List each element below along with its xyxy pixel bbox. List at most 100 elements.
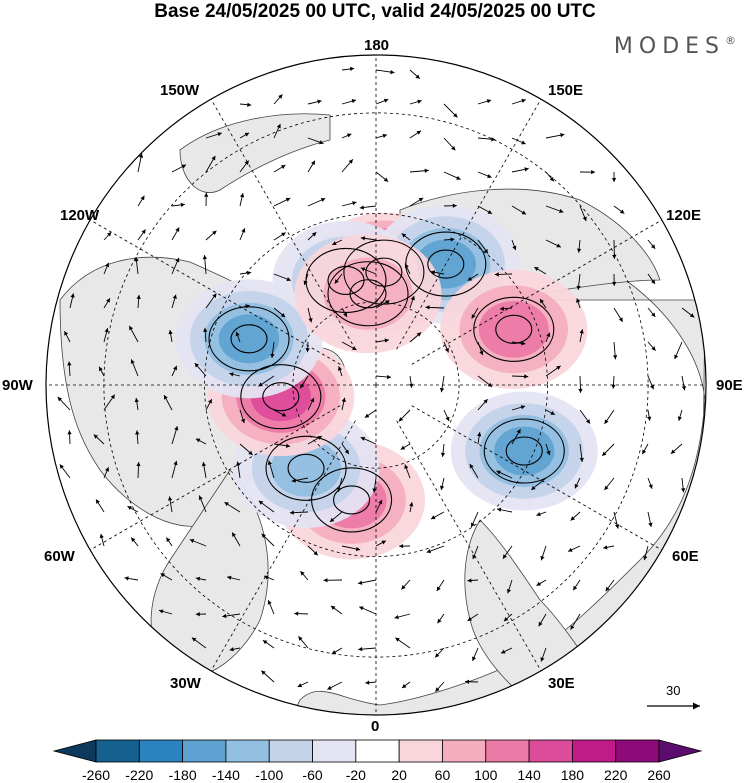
wind-arrow — [681, 307, 695, 318]
wind-arrow — [503, 613, 513, 622]
colorbar-tick-label: -60 — [302, 767, 323, 783]
lon-label-30w: 30W — [170, 675, 201, 692]
anomaly-band — [218, 314, 280, 364]
wind-arrow — [239, 443, 254, 456]
wind-arrow — [127, 505, 139, 513]
map-title: Base 24/05/2025 00 UTC, valid 24/05/2025… — [154, 1, 596, 22]
wind-arrow — [603, 545, 615, 550]
wind-arrow — [235, 331, 241, 343]
wind-arrow — [496, 507, 513, 513]
wind-arrow — [103, 327, 109, 343]
colorbar-tick-label: 260 — [647, 767, 671, 783]
wind-arrow — [477, 398, 488, 411]
wind-arrow — [612, 341, 618, 360]
wind-arrow — [375, 171, 389, 183]
wind-arrow — [511, 137, 526, 145]
wind-arrow — [331, 239, 343, 246]
wind-arrow — [137, 229, 146, 241]
wind-arrow — [205, 132, 223, 139]
wind-arrow — [222, 613, 241, 619]
colorbar — [52, 739, 703, 763]
wind-arrow — [341, 66, 355, 72]
wind-arrow — [435, 681, 445, 692]
wind-arrow — [298, 636, 309, 649]
wind-arrow — [205, 398, 213, 411]
contour-line — [208, 306, 290, 372]
wind-arrow — [124, 576, 139, 581]
wind-arrow — [567, 545, 581, 552]
meridian-line — [411, 405, 662, 551]
wind-arrow — [134, 397, 139, 411]
wind-arrow — [375, 338, 389, 343]
lon-label-90w: 90W — [2, 377, 33, 394]
wind-arrow — [171, 164, 187, 173]
wind-arrow — [540, 545, 547, 561]
meridian-line — [411, 219, 662, 365]
contour-line — [240, 364, 322, 430]
contour-layer — [208, 231, 565, 533]
wind-arrow — [171, 425, 179, 445]
colorbar-swatch — [225, 739, 270, 763]
wind-arrow — [189, 538, 207, 547]
wind-arrow — [195, 438, 207, 445]
contour-line — [265, 435, 347, 501]
wind-arrow — [477, 205, 493, 215]
wind-arrow — [470, 511, 479, 528]
wind-arrow — [103, 231, 112, 241]
wind-arrow — [409, 197, 424, 207]
contour-line — [262, 382, 300, 412]
wind-arrow — [579, 329, 584, 343]
wind-arrow — [239, 102, 252, 107]
wind-arrow — [545, 409, 556, 416]
wind-arrow — [579, 205, 587, 222]
wind-arrow — [545, 239, 562, 248]
meridian-line — [396, 99, 542, 350]
wind-arrow — [358, 606, 377, 615]
colorbar-tick-label: 60 — [434, 767, 451, 783]
wind-arrow — [229, 647, 241, 652]
wind-arrow — [137, 153, 144, 173]
wind-arrow — [341, 133, 352, 139]
wind-arrow — [576, 298, 581, 309]
wind-arrow — [291, 477, 309, 483]
colorbar-extend-high — [658, 739, 703, 763]
contour-line — [427, 249, 465, 279]
wind-arrow — [205, 155, 216, 173]
lon-label-150w: 150W — [160, 82, 200, 99]
wind-arrow — [195, 576, 207, 581]
wind-arrow — [67, 361, 72, 377]
wind-arrow — [579, 169, 596, 175]
wind-arrow — [307, 307, 313, 323]
lon-label-60w: 60W — [44, 548, 75, 565]
wind-arrow — [64, 330, 71, 343]
wind-arrow — [545, 365, 561, 377]
colorbar-swatch — [138, 739, 184, 763]
lon-label-120e: 120E — [666, 207, 702, 224]
wind-arrow — [303, 273, 309, 286]
wind-arrow — [307, 397, 315, 411]
wind-arrow — [404, 464, 411, 479]
wind-arrow — [307, 231, 317, 241]
wind-arrow — [467, 273, 479, 282]
wind-arrow — [437, 613, 445, 624]
wind-arrow — [578, 375, 583, 393]
wind-arrow — [103, 467, 110, 479]
wind-arrow — [443, 137, 456, 151]
wind-arrow — [307, 197, 326, 207]
wind-arrow — [341, 397, 346, 411]
meridian-line — [90, 405, 341, 551]
wind-arrow — [469, 463, 479, 479]
colorbar-swatch — [528, 739, 573, 763]
wind-arrow — [409, 295, 415, 309]
colorbar-tick-label: -140 — [211, 767, 240, 783]
anomaly-band — [323, 257, 413, 330]
wind-arrow — [239, 193, 245, 207]
wind-arrow — [409, 332, 422, 343]
lon-label-30e: 30E — [548, 675, 575, 692]
wind-arrow — [239, 132, 250, 139]
anomaly-min-hudson-bay — [450, 391, 598, 511]
anomaly-layer — [175, 204, 598, 560]
wind-arrow — [545, 443, 551, 456]
wind-arrow — [545, 171, 555, 182]
wind-arrow — [359, 205, 377, 210]
